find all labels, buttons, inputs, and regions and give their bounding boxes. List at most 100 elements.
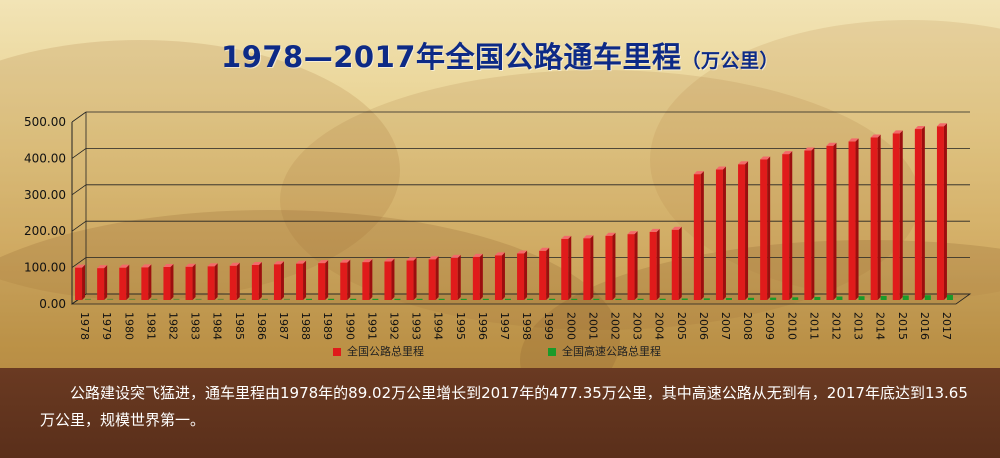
- bar-total: [627, 234, 635, 300]
- bar-expressway: [593, 298, 600, 300]
- bar-total-side: [678, 226, 682, 300]
- bar-total-top: [738, 161, 749, 165]
- legend-label-total: 全国公路总里程: [347, 345, 424, 358]
- bar-total-top: [804, 147, 815, 151]
- bar-total: [848, 141, 856, 300]
- bar-total-top: [914, 126, 925, 130]
- bar-total-side: [391, 258, 395, 300]
- bar-expressway: [416, 298, 423, 300]
- bar-expressway: [283, 298, 290, 300]
- bar-total: [163, 266, 171, 300]
- bar-total-top: [362, 259, 373, 263]
- bar-total-side: [877, 134, 881, 300]
- bar-total-top: [583, 235, 594, 239]
- bar-total-side: [943, 123, 947, 300]
- bar-total: [826, 145, 834, 300]
- x-tick-label: 1991: [365, 312, 378, 340]
- bar-total: [141, 267, 149, 300]
- bar-expressway: [350, 298, 357, 300]
- bar-expressway: [703, 298, 710, 300]
- bar-total-top: [97, 265, 108, 269]
- bar-total-side: [921, 126, 925, 300]
- bar-total-top: [384, 258, 395, 262]
- bar-expressway: [792, 297, 799, 300]
- bar-total: [428, 259, 436, 300]
- bar-total-top: [848, 138, 859, 142]
- bar-total-top: [273, 261, 284, 265]
- bar-total-side: [148, 264, 152, 300]
- bar-total-side: [369, 259, 373, 300]
- bar-expressway: [549, 298, 556, 300]
- x-tick-label: 2017: [940, 312, 953, 340]
- bar-total: [583, 238, 591, 300]
- x-tick-label: 2013: [852, 312, 865, 340]
- bar-total-side: [700, 171, 704, 300]
- bar-total-side: [104, 265, 108, 300]
- bar-total-side: [347, 259, 351, 300]
- bar-expressway: [748, 297, 755, 300]
- x-tick-label: 1987: [277, 312, 290, 340]
- bar-total-top: [340, 259, 351, 263]
- bar-total-top: [75, 264, 86, 268]
- bar-total: [605, 235, 613, 300]
- bar-total: [406, 260, 414, 300]
- bar-total: [494, 255, 502, 300]
- bar-expressway: [880, 295, 887, 300]
- bar-total: [296, 263, 304, 300]
- bar-total-top: [163, 263, 174, 267]
- x-tick-label: 2014: [874, 312, 887, 340]
- bar-total-side: [546, 247, 550, 300]
- chart-title-text: 1978—2017年全国公路通车里程: [221, 40, 682, 74]
- x-tick-label: 2011: [807, 312, 820, 340]
- gridline-side: [71, 220, 87, 232]
- bar-total-side: [413, 257, 417, 300]
- bar-total-side: [303, 260, 307, 300]
- bar-expressway: [504, 298, 511, 300]
- bar-expressway: [681, 298, 688, 300]
- x-tick-label: 2015: [896, 312, 909, 340]
- bar-total: [340, 262, 348, 300]
- gridline-side: [71, 257, 87, 268]
- bar-total: [450, 257, 458, 300]
- bar-total-side: [767, 156, 771, 300]
- bar-total-top: [605, 232, 616, 236]
- gridline-side: [71, 184, 87, 196]
- bar-total: [472, 256, 480, 300]
- bar-total-top: [892, 130, 903, 134]
- x-tick-label: 1996: [476, 312, 489, 340]
- x-tick-label: 1992: [387, 312, 400, 340]
- background-hill: [0, 40, 400, 300]
- bar-total-side: [811, 147, 815, 300]
- chart-area: 0.00 100.00 200.00 300.00 400.00 500.00 1978 19…: [24, 111, 972, 340]
- bar-total-top: [207, 263, 218, 267]
- bar-total-side: [192, 263, 196, 300]
- x-tick-label: 2009: [763, 312, 776, 340]
- legend-label-expressway: 全国高速公路总里程: [562, 345, 661, 358]
- y-tick-label: 0.00: [39, 297, 66, 311]
- bar-total: [892, 133, 900, 300]
- bar-total-top: [185, 263, 196, 267]
- bar-total-side: [435, 256, 439, 300]
- x-tick-label: 2003: [631, 312, 644, 340]
- legend-item-expressway: 全国高速公路总里程: [548, 345, 661, 359]
- x-tick-label: 2008: [741, 312, 754, 340]
- bar-total-side: [479, 253, 483, 300]
- bar-expressway: [195, 298, 202, 300]
- caption-text: 公路建设突飞猛进，通车里程由1978年的89.02万公里增长到2017年的477…: [40, 384, 968, 429]
- bar-total-top: [494, 252, 505, 256]
- x-tick-label: 1993: [410, 312, 423, 340]
- x-tick-label: 1979: [100, 312, 113, 340]
- bar-total: [185, 266, 193, 300]
- bar-total-side: [833, 142, 837, 300]
- x-tick-label: 2016: [918, 312, 931, 340]
- x-tick-label: 1981: [144, 312, 157, 340]
- bar-expressway: [217, 298, 224, 300]
- bar-expressway: [770, 297, 777, 300]
- x-tick-label: 2005: [675, 312, 688, 340]
- bar-total-side: [568, 235, 572, 300]
- x-tick-label: 1983: [189, 312, 202, 340]
- bar-total-top: [826, 142, 837, 146]
- bar-total-top: [229, 262, 240, 266]
- x-tick-label: 1980: [122, 312, 135, 340]
- bar-total-side: [325, 260, 329, 300]
